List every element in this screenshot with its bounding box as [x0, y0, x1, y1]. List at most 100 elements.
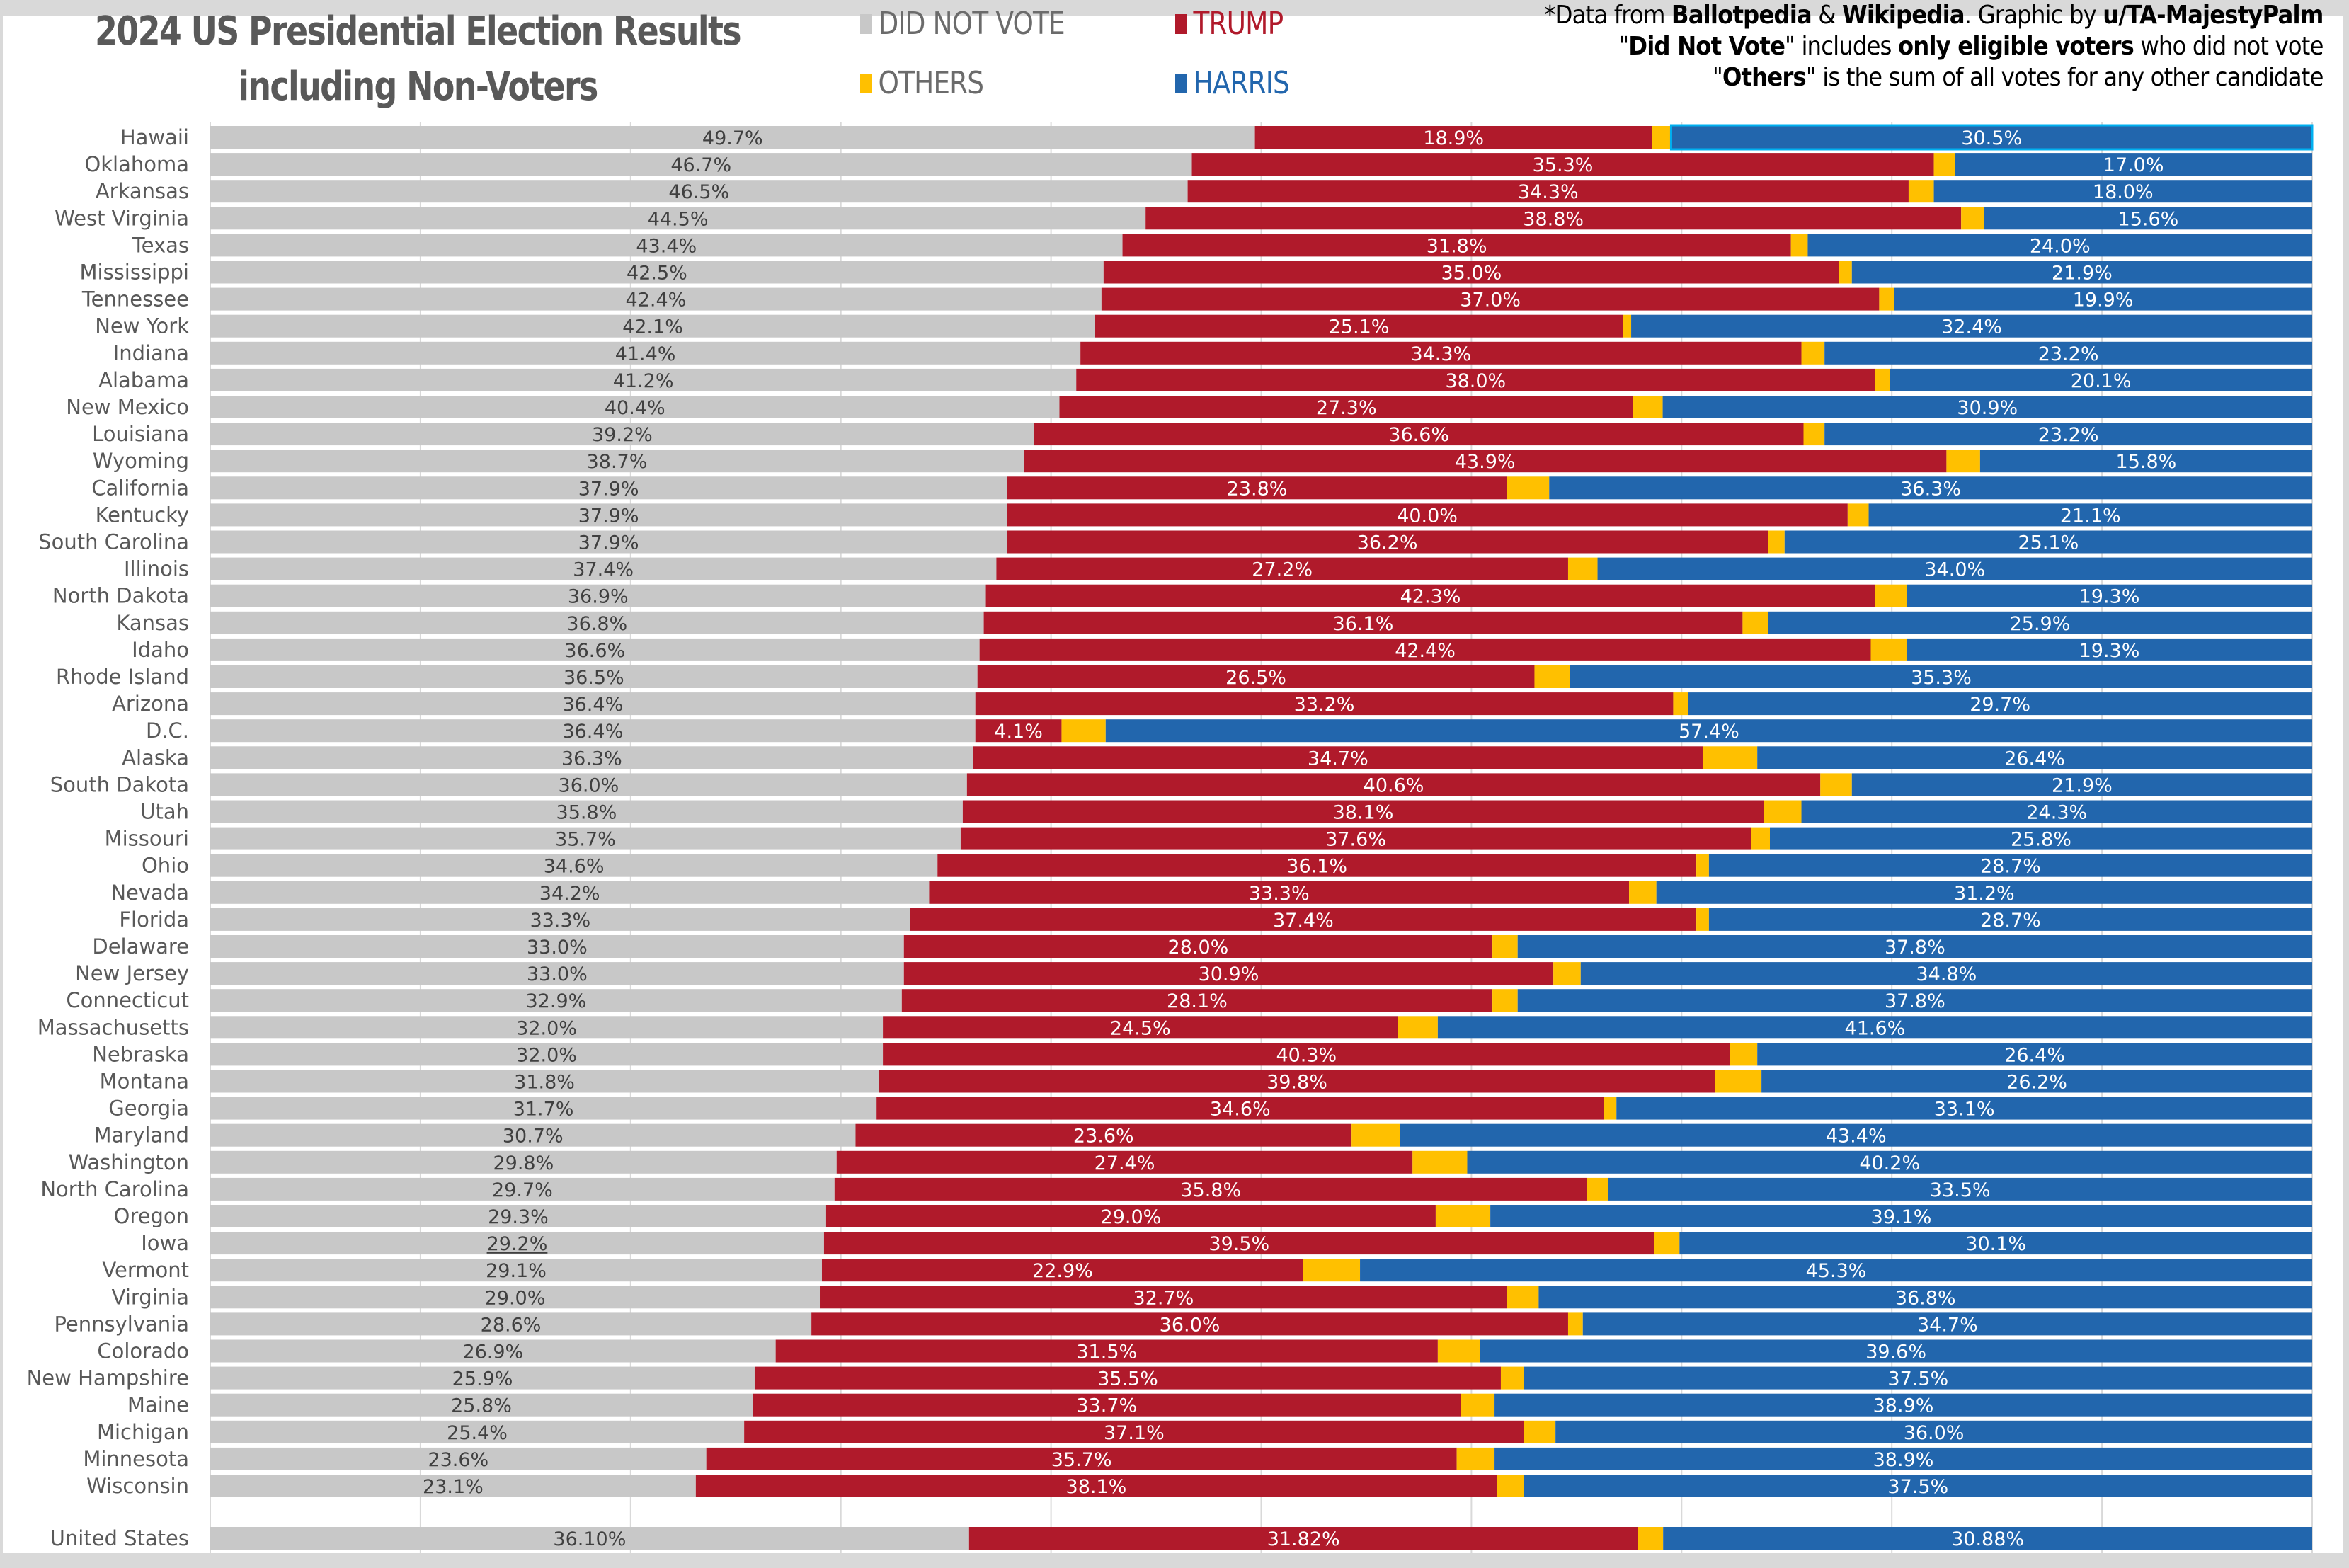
bar-segment-harris — [1517, 989, 2312, 1012]
data-label-harris: 37.8% — [1885, 990, 1945, 1012]
data-label-trump: 27.3% — [1316, 397, 1377, 419]
data-label-did-not-vote: 36.0% — [559, 774, 619, 796]
bar-segment-others — [1497, 1475, 1524, 1497]
bar-segment-others — [1437, 1339, 1480, 1363]
category-label: Nebraska — [92, 1042, 189, 1066]
bar-segment-others — [1801, 341, 1825, 365]
bar-segment-did-not-vote — [210, 557, 997, 580]
bar-segment-harris — [1708, 908, 2312, 931]
bar-segment-others — [1696, 908, 1709, 931]
data-label-harris: 34.0% — [1924, 559, 1985, 581]
bar-segment-others — [1839, 261, 1852, 284]
bar-segment-others — [1742, 611, 1768, 634]
data-label-trump: 26.5% — [1225, 667, 1286, 689]
category-label: Arkansas — [96, 179, 189, 203]
category-label: Virginia — [112, 1285, 189, 1309]
data-label-did-not-vote: 34.6% — [544, 856, 605, 878]
data-label-did-not-vote: 29.2% — [487, 1233, 548, 1255]
bar-segment-harris — [1890, 368, 2312, 391]
data-label-did-not-vote: 29.3% — [488, 1206, 549, 1228]
bar-segment-harris — [1105, 719, 2312, 743]
legend-item-harris: HARRIS — [1175, 65, 1290, 101]
data-label-did-not-vote: 36.9% — [568, 586, 629, 608]
data-label-trump: 37.1% — [1104, 1422, 1165, 1444]
note-segment: u/TA-MajestyPalm — [2103, 1, 2324, 30]
data-label-did-not-vote: 36.8% — [566, 613, 627, 635]
bar-segment-trump — [754, 1366, 1501, 1390]
bar-segment-harris — [1616, 1097, 2312, 1120]
bar-segment-others — [1507, 476, 1550, 500]
data-label-did-not-vote: 36.4% — [562, 721, 623, 743]
bar-segment-trump — [1007, 476, 1507, 500]
data-label-harris: 36.3% — [1900, 478, 1961, 500]
data-label-harris: 30.1% — [1965, 1233, 2026, 1255]
data-label-harris: 33.1% — [1934, 1099, 1995, 1121]
data-label-harris: 28.7% — [1980, 856, 2041, 878]
bar-segment-did-not-vote — [210, 611, 984, 634]
bar-segment-harris — [1467, 1150, 2312, 1174]
category-label: Indiana — [113, 341, 189, 365]
bar-segment-trump — [1080, 341, 1802, 365]
bar-segment-others — [1961, 207, 1984, 230]
data-label-trump: 38.1% — [1066, 1476, 1127, 1498]
bar-segment-harris — [1490, 1205, 2312, 1227]
data-label-trump: 23.6% — [1073, 1126, 1134, 1148]
data-label-harris: 34.7% — [1917, 1314, 1978, 1336]
bar-segment-did-not-vote — [210, 1393, 753, 1417]
data-label-did-not-vote: 37.9% — [578, 532, 639, 554]
bar-segment-did-not-vote — [210, 1123, 856, 1147]
chart-title: 2024 US Presidential Election Results in… — [81, 4, 754, 115]
bar-segment-trump — [1145, 207, 1962, 230]
data-label-harris: 23.2% — [2038, 343, 2099, 365]
data-label-harris: 19.9% — [2073, 290, 2134, 311]
data-label-harris: 39.1% — [1871, 1206, 1932, 1228]
data-label-harris: 29.7% — [1970, 694, 2030, 716]
data-label-did-not-vote: 42.4% — [626, 290, 687, 311]
category-label: Washington — [69, 1150, 189, 1174]
bar-segment-did-not-vote — [210, 1259, 822, 1282]
data-label-trump: 31.82% — [1267, 1528, 1340, 1550]
bar-segment-did-not-vote — [210, 1312, 812, 1336]
data-label-trump: 35.5% — [1097, 1368, 1158, 1390]
category-label: Rhode Island — [56, 665, 189, 689]
bar-segment-did-not-vote — [210, 746, 973, 769]
bar-segment-others — [1524, 1420, 1556, 1443]
bar-segment-others — [1696, 854, 1709, 877]
category-label: Oklahoma — [84, 152, 189, 176]
bar-segment-others — [1303, 1259, 1361, 1282]
bar-segment-did-not-vote — [210, 1420, 745, 1443]
data-label-harris: 21.9% — [2052, 263, 2113, 285]
data-label-trump: 30.9% — [1199, 963, 1259, 985]
bar-segment-others — [1875, 584, 1907, 607]
bar-segment-did-not-vote — [210, 584, 986, 607]
bar-segment-trump — [977, 665, 1535, 688]
legend-item-did-not-vote: DID NOT VOTE — [860, 6, 1065, 42]
data-label-trump: 34.6% — [1210, 1099, 1271, 1121]
bar-segment-trump — [903, 962, 1554, 985]
note-segment: Others — [1722, 63, 1807, 92]
data-label-harris: 15.6% — [2118, 208, 2179, 230]
note-line-source: *Data from Ballotpedia & Wikipedia. Grap… — [1545, 0, 2324, 31]
bar-segment-trump — [975, 719, 1062, 743]
bar-segment-trump — [1103, 261, 1839, 284]
bar-segment-harris — [1494, 1447, 2312, 1470]
bar-segment-did-not-vote — [210, 827, 961, 850]
bar-segment-others — [1715, 1070, 1762, 1093]
data-label-did-not-vote: 33.0% — [527, 963, 588, 985]
data-label-did-not-vote: 33.0% — [527, 937, 588, 958]
note-line-others: "Others" is the sum of all votes for any… — [1545, 62, 2324, 93]
category-label: D.C. — [146, 719, 189, 743]
bar-segment-harris — [1768, 611, 2312, 634]
bar-segment-harris — [1538, 1286, 2312, 1309]
bar-segment-harris — [1868, 503, 2312, 527]
note-segment: . Graphic by — [1965, 1, 2103, 30]
bar-segment-trump — [929, 881, 1630, 904]
bar-segment-harris — [1824, 423, 2312, 446]
legend-item-trump: TRUMP — [1175, 6, 1284, 42]
category-label: Kentucky — [96, 503, 189, 527]
bar-segment-others — [1654, 1232, 1680, 1255]
data-label-harris: 57.4% — [1679, 721, 1739, 743]
category-label: Pennsylvania — [54, 1312, 189, 1336]
bar-segment-others — [1768, 530, 1785, 554]
